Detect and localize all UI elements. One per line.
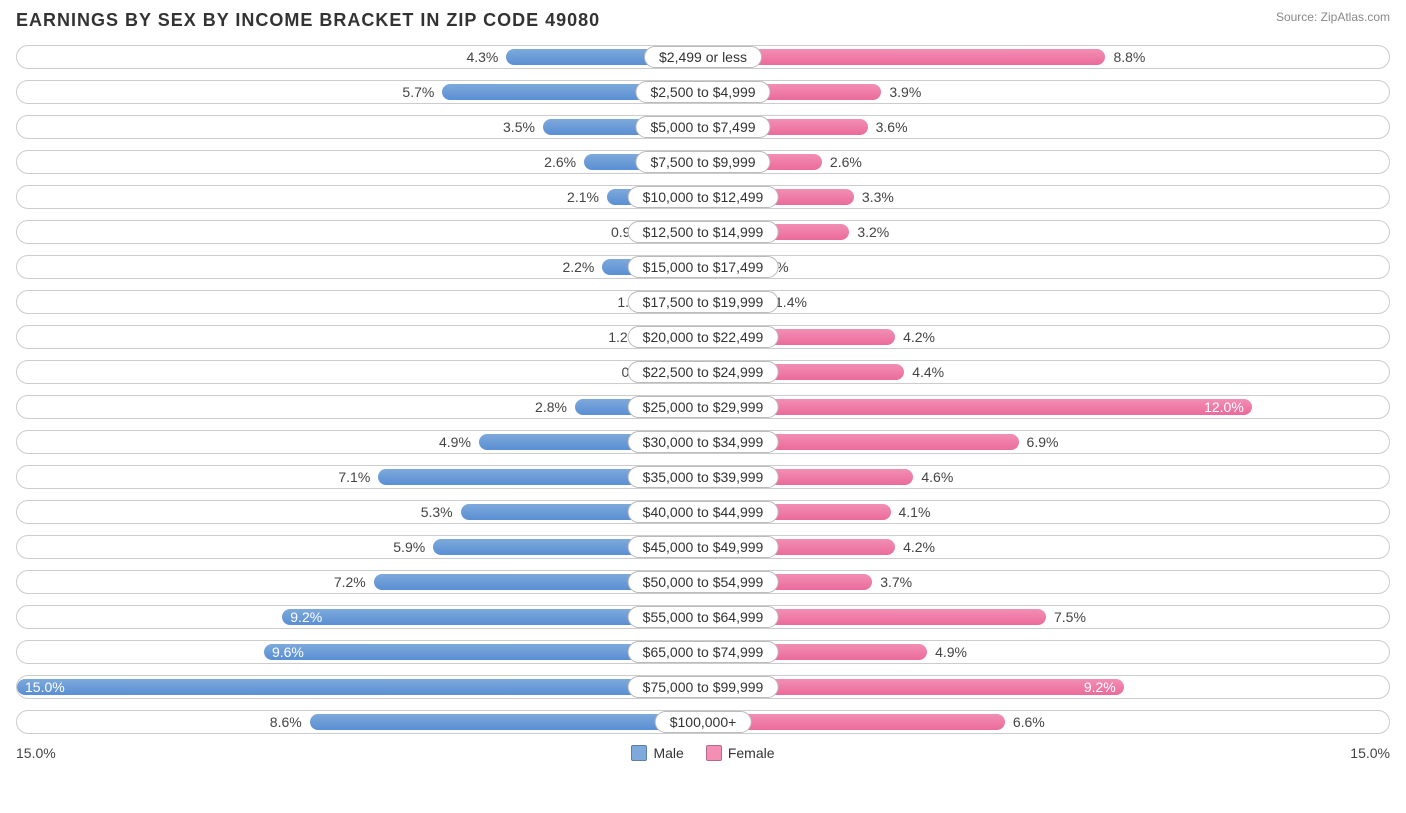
bracket-label: $22,500 to $24,999 xyxy=(628,361,779,383)
chart-row: 3.5% 3.6% $5,000 to $7,499 xyxy=(16,115,1390,139)
female-value-label: 12.0% xyxy=(1204,399,1244,415)
male-value-label: 4.3% xyxy=(466,49,498,65)
chart-row: 7.1% 4.6% $35,000 to $39,999 xyxy=(16,465,1390,489)
bracket-label: $2,499 or less xyxy=(644,46,762,68)
male-bar xyxy=(17,679,703,695)
female-swatch-icon xyxy=(706,745,722,761)
male-swatch-icon xyxy=(631,745,647,761)
female-value-label: 1.4% xyxy=(775,294,807,310)
female-value-label: 9.2% xyxy=(1084,679,1116,695)
male-bar xyxy=(310,714,703,730)
bracket-label: $7,500 to $9,999 xyxy=(635,151,770,173)
male-value-label: 9.6% xyxy=(272,644,304,660)
bracket-label: $2,500 to $4,999 xyxy=(635,81,770,103)
male-value-label: 5.7% xyxy=(402,84,434,100)
chart-row: 2.2%1.0%$15,000 to $17,499 xyxy=(16,255,1390,279)
female-value-label: 4.9% xyxy=(935,644,967,660)
female-value-label: 3.9% xyxy=(889,84,921,100)
male-value-label: 7.1% xyxy=(338,469,370,485)
male-value-label: 3.5% xyxy=(503,119,535,135)
male-value-label: 8.6% xyxy=(270,714,302,730)
bracket-label: $35,000 to $39,999 xyxy=(628,466,779,488)
male-value-label: 7.2% xyxy=(334,574,366,590)
chart-row: 2.8% 12.0% $25,000 to $29,999 xyxy=(16,395,1390,419)
female-value-label: 4.1% xyxy=(899,504,931,520)
chart-row: 8.6% 6.6% $100,000+ xyxy=(16,710,1390,734)
bracket-label: $20,000 to $22,499 xyxy=(628,326,779,348)
female-value-label: 8.8% xyxy=(1113,49,1145,65)
female-value-label: 4.6% xyxy=(921,469,953,485)
bracket-label: $65,000 to $74,999 xyxy=(628,641,779,663)
bracket-label: $45,000 to $49,999 xyxy=(628,536,779,558)
bracket-label: $15,000 to $17,499 xyxy=(628,256,779,278)
female-value-label: 7.5% xyxy=(1054,609,1086,625)
female-bar xyxy=(703,399,1252,415)
female-bar xyxy=(703,49,1105,65)
female-value-label: 4.2% xyxy=(903,539,935,555)
legend: Male Female xyxy=(631,745,774,761)
bracket-label: $17,500 to $19,999 xyxy=(628,291,779,313)
chart-row: 5.7% 3.9% $2,500 to $4,999 xyxy=(16,80,1390,104)
chart-row: 15.0% 9.2% $75,000 to $99,999 xyxy=(16,675,1390,699)
chart-row: 0.74%4.4%$22,500 to $24,999 xyxy=(16,360,1390,384)
bracket-label: $75,000 to $99,999 xyxy=(628,676,779,698)
legend-item-female: Female xyxy=(706,745,775,761)
male-value-label: 9.2% xyxy=(290,609,322,625)
female-value-label: 6.6% xyxy=(1013,714,1045,730)
male-value-label: 5.3% xyxy=(421,504,453,520)
female-value-label: 4.2% xyxy=(903,329,935,345)
bracket-label: $25,000 to $29,999 xyxy=(628,396,779,418)
male-value-label: 15.0% xyxy=(25,679,65,695)
bracket-label: $100,000+ xyxy=(655,711,752,733)
chart-row: 2.6% 2.6% $7,500 to $9,999 xyxy=(16,150,1390,174)
bracket-label: $10,000 to $12,499 xyxy=(628,186,779,208)
chart-row: 9.2% 7.5% $55,000 to $64,999 xyxy=(16,605,1390,629)
male-value-label: 2.2% xyxy=(562,259,594,275)
male-value-label: 2.8% xyxy=(535,399,567,415)
chart-row: 7.2% 3.7% $50,000 to $54,999 xyxy=(16,570,1390,594)
bracket-label: $5,000 to $7,499 xyxy=(635,116,770,138)
chart-row: 9.6% 4.9% $65,000 to $74,999 xyxy=(16,640,1390,664)
female-value-label: 3.6% xyxy=(876,119,908,135)
chart-row: 1.2%4.2%$20,000 to $22,499 xyxy=(16,325,1390,349)
bracket-label: $30,000 to $34,999 xyxy=(628,431,779,453)
legend-label-male: Male xyxy=(653,745,683,761)
male-value-label: 4.9% xyxy=(439,434,471,450)
chart-title: EARNINGS BY SEX BY INCOME BRACKET IN ZIP… xyxy=(16,10,600,31)
diverging-bar-chart: 4.3% 8.8% $2,499 or less 5.7% 3.9% $2,500 to … xyxy=(16,45,1390,734)
chart-row: 2.1% 3.3% $10,000 to $12,499 xyxy=(16,185,1390,209)
legend-label-female: Female xyxy=(728,745,775,761)
female-value-label: 3.3% xyxy=(862,189,894,205)
female-value-label: 4.4% xyxy=(912,364,944,380)
chart-row: 4.3% 8.8% $2,499 or less xyxy=(16,45,1390,69)
source-attribution: Source: ZipAtlas.com xyxy=(1276,10,1390,24)
bracket-label: $55,000 to $64,999 xyxy=(628,606,779,628)
male-value-label: 2.6% xyxy=(544,154,576,170)
female-value-label: 3.2% xyxy=(857,224,889,240)
female-value-label: 2.6% xyxy=(830,154,862,170)
bracket-label: $40,000 to $44,999 xyxy=(628,501,779,523)
male-value-label: 2.1% xyxy=(567,189,599,205)
chart-row: 1.0%1.4%$17,500 to $19,999 xyxy=(16,290,1390,314)
chart-row: 5.9% 4.2% $45,000 to $49,999 xyxy=(16,535,1390,559)
bracket-label: $50,000 to $54,999 xyxy=(628,571,779,593)
legend-item-male: Male xyxy=(631,745,683,761)
male-value-label: 5.9% xyxy=(393,539,425,555)
chart-row: 4.9% 6.9% $30,000 to $34,999 xyxy=(16,430,1390,454)
female-value-label: 6.9% xyxy=(1027,434,1059,450)
chart-row: 0.97%3.2%$12,500 to $14,999 xyxy=(16,220,1390,244)
chart-row: 5.3% 4.1% $40,000 to $44,999 xyxy=(16,500,1390,524)
female-value-label: 3.7% xyxy=(880,574,912,590)
axis-max-right: 15.0% xyxy=(1350,745,1390,761)
bracket-label: $12,500 to $14,999 xyxy=(628,221,779,243)
axis-max-left: 15.0% xyxy=(16,745,56,761)
